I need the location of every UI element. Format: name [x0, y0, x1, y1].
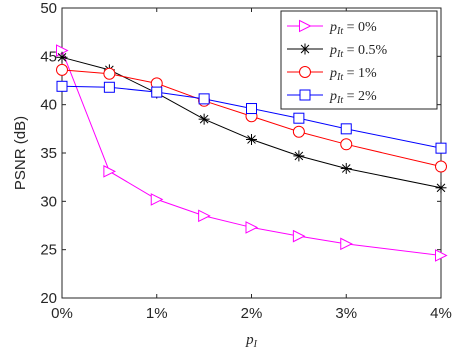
legend-label: pIt = 2% [329, 89, 377, 106]
data-point [56, 51, 68, 63]
y-tick-label: 20 [40, 290, 57, 307]
data-point [299, 89, 311, 101]
legend-entry: pIt = 2% [287, 89, 377, 106]
data-point [246, 133, 257, 145]
data-point [56, 80, 68, 92]
series-line [61, 50, 442, 256]
data-point [435, 249, 448, 262]
series-3 [56, 80, 447, 154]
y-tick-label: 25 [40, 242, 57, 259]
y-tick-label: 45 [40, 48, 57, 65]
legend-entry: pIt = 0.5% [287, 43, 388, 60]
legend-entry: pIt = 0% [287, 19, 377, 37]
data-point [292, 125, 305, 138]
legend: pIt = 0% pIt = 0.5% pIt = 1% pIt = 2% [280, 10, 438, 110]
x-axis-title: pI [245, 332, 258, 349]
series-0 [56, 44, 448, 262]
y-tick-label: 40 [40, 97, 57, 114]
data-point [340, 123, 352, 135]
data-point [293, 150, 305, 162]
data-point [435, 160, 447, 173]
legend-entry: pIt = 1% [287, 66, 377, 83]
data-point [198, 113, 210, 125]
y-axis-title: PSNR (dB) [12, 116, 29, 190]
data-point [151, 86, 163, 98]
legend-label: pIt = 0% [329, 20, 377, 37]
x-tick-label: 1% [146, 305, 168, 322]
legend-label: pIt = 1% [329, 66, 377, 83]
series-line [61, 56, 442, 189]
data-point [103, 67, 116, 80]
x-axis: 0% 1% 2% 3% 4% [51, 8, 452, 322]
data-point [435, 142, 447, 154]
series-line [61, 69, 442, 168]
data-point [299, 66, 311, 78]
data-point [103, 165, 116, 178]
data-point [299, 19, 312, 33]
y-axis: 20 25 30 35 40 45 50 [40, 0, 441, 307]
data-point [340, 138, 353, 151]
legend-label: pIt = 0.5% [329, 43, 388, 60]
x-tick-label: 0% [51, 305, 73, 322]
data-point [198, 209, 211, 223]
y-tick-label: 30 [40, 193, 57, 210]
data-point [340, 237, 353, 251]
data-point [299, 43, 311, 55]
data-point [245, 221, 259, 234]
y-tick-label: 50 [40, 0, 57, 17]
series-line [61, 85, 442, 149]
x-tick-label: 3% [335, 305, 357, 322]
x-axis-title-main: p [245, 332, 254, 348]
data-point [292, 229, 306, 243]
data-point [198, 93, 210, 105]
x-tick-label: 4% [430, 305, 452, 322]
data-point [150, 193, 164, 206]
y-tick-label: 35 [40, 145, 57, 162]
data-point [293, 112, 305, 124]
series-group [56, 44, 448, 262]
series-2 [56, 63, 447, 173]
x-tick-label: 2% [241, 305, 263, 322]
data-point [103, 81, 115, 93]
data-point [56, 63, 68, 76]
data-point [246, 103, 257, 115]
data-point [435, 182, 447, 194]
data-point [340, 162, 352, 174]
x-axis-title-sub: I [253, 339, 258, 349]
